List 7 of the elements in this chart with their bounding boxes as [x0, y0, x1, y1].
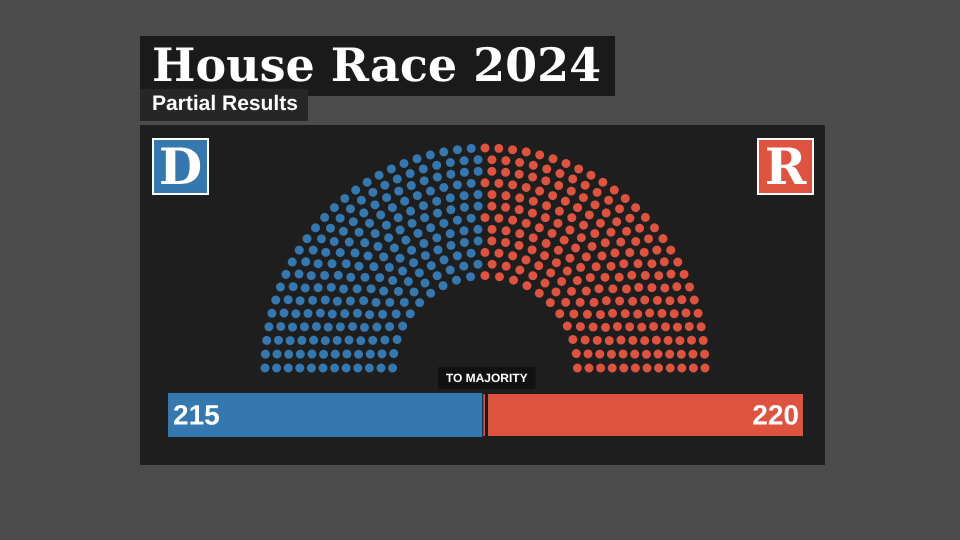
text: R	[757, 137, 814, 196]
chart-subtitle: Partial Results	[140, 89, 308, 121]
data-label: 220	[752, 400, 799, 430]
chart-title: House Race 2024	[140, 36, 616, 96]
data-label: 215	[173, 400, 220, 430]
legend-label: D	[152, 137, 209, 196]
ref-line-label: TO MAJORITY	[446, 371, 528, 385]
